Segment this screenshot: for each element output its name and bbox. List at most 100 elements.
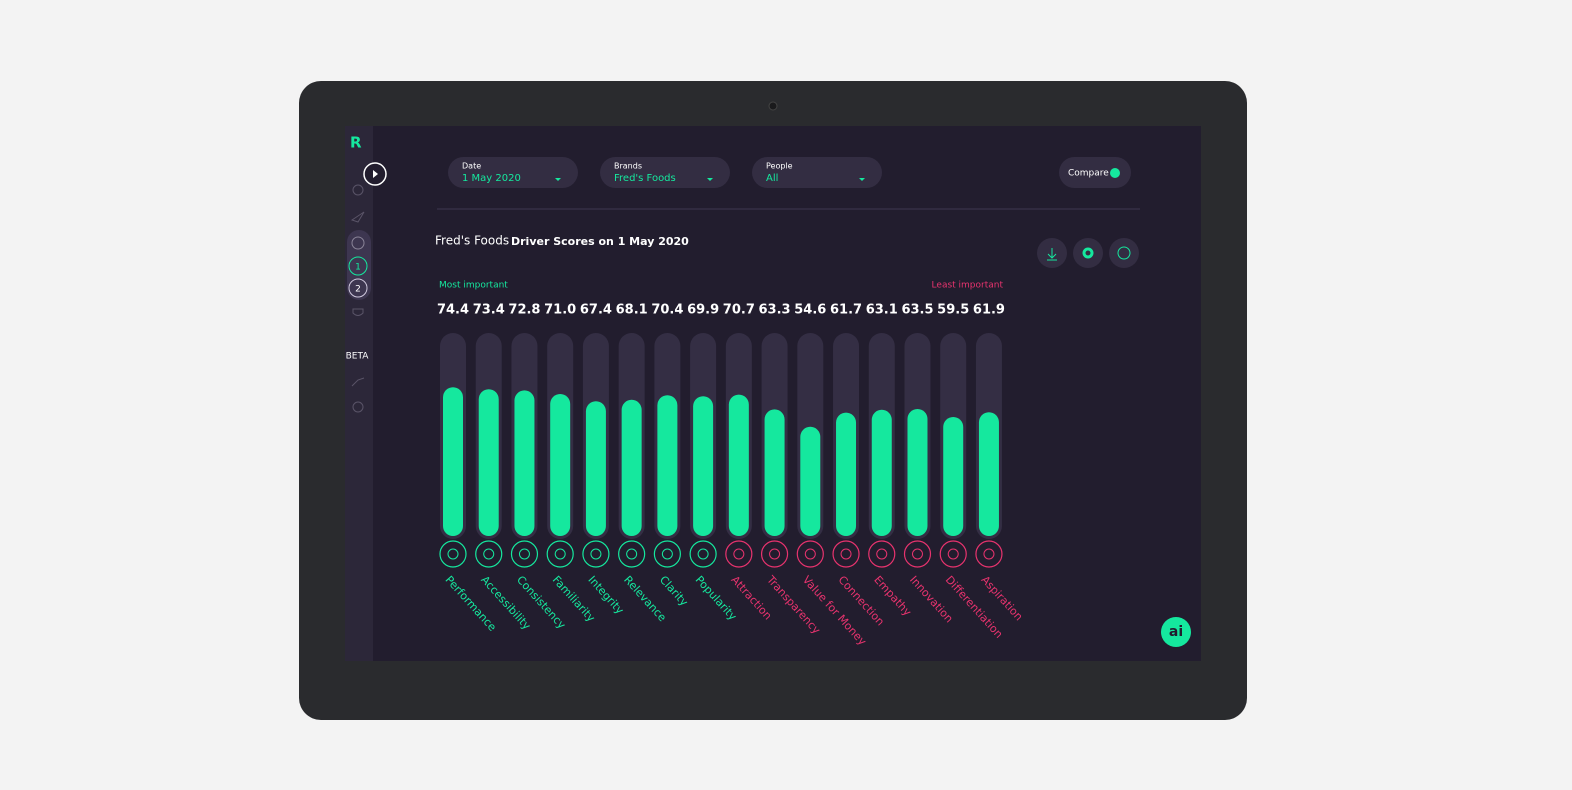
download-icon bbox=[1047, 248, 1057, 261]
driver-icon-inner bbox=[554, 548, 566, 560]
driver-icon bbox=[546, 540, 574, 568]
driver-icon-inner bbox=[983, 548, 995, 560]
nav-1[interactable] bbox=[348, 256, 368, 276]
nav-2[interactable] bbox=[348, 278, 368, 298]
bar bbox=[943, 417, 964, 536]
value-label: 59.5 bbox=[937, 303, 969, 318]
bar bbox=[836, 412, 857, 536]
send-icon[interactable] bbox=[350, 211, 365, 223]
value-label: 54.6 bbox=[794, 303, 826, 318]
driver-icon-inner bbox=[911, 548, 923, 560]
filter-dropdown[interactable] bbox=[752, 157, 882, 188]
driver-icon bbox=[725, 540, 753, 568]
globe-icon[interactable] bbox=[351, 236, 365, 250]
history-icon[interactable] bbox=[352, 184, 364, 196]
value-label: 68.1 bbox=[616, 303, 648, 318]
driver-icon bbox=[618, 540, 646, 568]
value-label: 70.4 bbox=[651, 303, 683, 318]
filter-dropdown[interactable] bbox=[600, 157, 730, 188]
nav-1-label: 1 bbox=[355, 263, 361, 273]
driver-icon-inner bbox=[483, 548, 495, 560]
info-icon bbox=[1117, 246, 1131, 260]
value-label: 63.1 bbox=[866, 303, 898, 318]
driver-icon bbox=[510, 540, 539, 568]
driver-icon-inner bbox=[733, 548, 745, 560]
driver-icon bbox=[796, 540, 824, 568]
bar bbox=[657, 395, 678, 536]
assistant-label: ai bbox=[1169, 624, 1183, 640]
value-label: 61.7 bbox=[830, 303, 862, 318]
driver-icon bbox=[760, 540, 789, 568]
dropdown-arrow bbox=[555, 178, 561, 181]
bar bbox=[443, 387, 463, 536]
network-icon[interactable] bbox=[352, 401, 364, 413]
bar bbox=[550, 394, 571, 536]
camera bbox=[768, 101, 778, 111]
driver-icon-inner bbox=[697, 548, 709, 560]
chart-subtitle: Driver Scores on 1 May 2020 bbox=[511, 235, 689, 248]
expand-icon bbox=[373, 170, 378, 178]
driver-icon-inner bbox=[518, 548, 530, 560]
logo: R bbox=[350, 134, 362, 152]
driver-icon bbox=[868, 540, 896, 568]
driver-icon-inner bbox=[769, 548, 781, 560]
filter-value: Fred's Foods bbox=[614, 173, 676, 184]
bar-chart: 74.4Performance73.4Accessibility72.8Cons… bbox=[437, 303, 1025, 649]
driver-icon-inner bbox=[447, 548, 459, 560]
filter-label: Brands bbox=[614, 162, 642, 171]
bar bbox=[728, 394, 749, 536]
scale-end: Least important bbox=[932, 281, 1004, 291]
compare-button[interactable] bbox=[1059, 157, 1131, 188]
driver-icon-inner bbox=[947, 548, 959, 560]
filter-label: People bbox=[766, 162, 793, 171]
bar bbox=[585, 401, 606, 536]
driver-icon-inner bbox=[590, 548, 602, 560]
bar bbox=[621, 399, 642, 536]
assistant-button[interactable] bbox=[1161, 617, 1191, 647]
driver-icon bbox=[975, 540, 1003, 568]
bar bbox=[800, 426, 821, 536]
driver-icon-inner bbox=[840, 548, 852, 560]
filter-dropdown[interactable] bbox=[448, 157, 578, 188]
chart-icon[interactable] bbox=[351, 377, 365, 387]
value-label: 71.0 bbox=[544, 303, 576, 318]
value-label: 63.5 bbox=[901, 303, 933, 318]
bar bbox=[871, 409, 892, 536]
driver-icon bbox=[903, 540, 932, 568]
driver-icon bbox=[689, 540, 717, 568]
value-label: 70.7 bbox=[723, 303, 755, 318]
bar bbox=[764, 409, 785, 536]
value-label: 63.3 bbox=[759, 303, 791, 318]
driver-icon-inner bbox=[876, 548, 888, 560]
chart-title: Fred's Foods bbox=[435, 234, 509, 248]
driver-icon-inner bbox=[626, 548, 638, 560]
value-label: 73.4 bbox=[473, 303, 505, 318]
settings-button[interactable] bbox=[1073, 238, 1103, 268]
value-label: 61.9 bbox=[973, 303, 1005, 318]
nav-2-label: 2 bbox=[355, 285, 361, 295]
filter-value: All bbox=[766, 173, 778, 184]
bar bbox=[907, 409, 928, 536]
driver-icon bbox=[475, 540, 503, 568]
driver-icon-inner bbox=[804, 548, 816, 560]
info-button[interactable] bbox=[1109, 238, 1139, 268]
filter-label: Date bbox=[462, 162, 481, 171]
driver-icon bbox=[832, 540, 860, 568]
value-label: 67.4 bbox=[580, 303, 612, 318]
value-label: 74.4 bbox=[437, 303, 469, 318]
trophy-icon[interactable] bbox=[352, 308, 364, 316]
value-label: 72.8 bbox=[508, 303, 540, 318]
driver-icon bbox=[939, 540, 967, 568]
bar bbox=[514, 390, 535, 536]
driver-icon-inner bbox=[661, 548, 673, 560]
settings-icon bbox=[1082, 247, 1094, 259]
bar bbox=[978, 412, 999, 536]
driver-icon bbox=[582, 540, 610, 568]
beta-label: BETA bbox=[346, 352, 370, 362]
driver-icon bbox=[653, 540, 681, 568]
compare-label: Compare bbox=[1068, 169, 1109, 179]
value-label: 69.9 bbox=[687, 303, 719, 318]
dropdown-arrow bbox=[707, 178, 713, 181]
driver-icon bbox=[439, 540, 467, 568]
